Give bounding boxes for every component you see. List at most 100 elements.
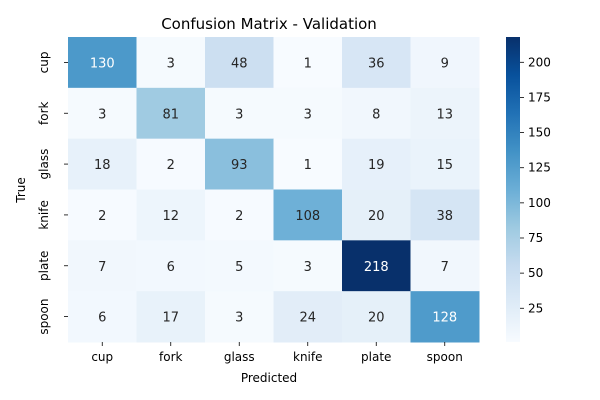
heatmap-cell: [342, 138, 411, 190]
heatmap-cell: [136, 138, 206, 190]
cell-value-label: 12: [162, 209, 179, 224]
heatmap-cell: [410, 291, 480, 343]
cell-value-label: 36: [368, 56, 385, 71]
colorbar-tick-label: 175: [528, 90, 551, 104]
heatmap-cell: [68, 138, 137, 190]
heatmap-cell: [273, 87, 343, 140]
x-axis-label: Predicted: [241, 371, 297, 385]
heatmap-cell: [410, 138, 480, 190]
x-tick-labels: cup fork glass knife plate spoon: [91, 342, 463, 364]
heatmap-cell: [68, 87, 137, 140]
cell-value-label: 6: [167, 260, 175, 275]
cell-value-label: 128: [432, 311, 457, 326]
heatmap-cell: [136, 240, 206, 292]
cell-value-label: 38: [436, 209, 453, 224]
y-tick-label: glass: [37, 149, 51, 180]
heatmap-cell: [136, 291, 206, 343]
heatmap-cell: [273, 189, 343, 241]
heatmap-cell: [68, 37, 137, 89]
x-tick-label: glass: [224, 350, 255, 364]
colorbar-tick-label: 50: [528, 266, 543, 280]
cell-value-label: 5: [235, 260, 243, 275]
heatmap-cell: [342, 189, 411, 241]
heatmap-cell: [273, 291, 343, 343]
x-tick-label: plate: [361, 350, 391, 364]
heatmap-cell: [68, 240, 137, 292]
cell-value-label: 3: [167, 56, 175, 71]
heatmap-cell: [273, 37, 343, 89]
heatmap-cell: [136, 37, 206, 89]
cell-value-label: 13: [436, 107, 453, 122]
heatmap-cell: [205, 138, 274, 190]
heatmap-cell: [410, 240, 480, 292]
heatmap-cell: [342, 37, 411, 89]
cell-value-label: 17: [162, 311, 179, 326]
y-tick-label: plate: [37, 251, 51, 281]
cell-value-label: 8: [372, 107, 380, 122]
cell-value-label: 130: [90, 56, 115, 71]
y-tick-label: knife: [37, 200, 51, 230]
cell-value-label: 3: [235, 107, 243, 122]
cell-value-label: 3: [304, 107, 312, 122]
heatmap-cell: [68, 189, 137, 241]
colorbar-ticks: 25 50 75 100 125 150 175 200: [520, 55, 551, 315]
cell-value-label: 81: [162, 107, 179, 122]
y-tick-label: spoon: [37, 298, 51, 334]
cell-value-label: 18: [94, 158, 111, 173]
heatmap-cell: [342, 87, 411, 140]
colorbar-tick-label: 75: [528, 231, 543, 245]
cell-value-label: 3: [304, 260, 312, 275]
x-tick-label: knife: [293, 350, 323, 364]
colorbar: [506, 37, 520, 342]
y-tick-labels: cup fork glass knife plate spoon: [37, 52, 68, 335]
colorbar-tick-label: 125: [528, 161, 551, 175]
y-axis-label: True: [14, 177, 28, 204]
heatmap-cell: [410, 37, 480, 89]
y-tick-label: fork: [37, 101, 51, 125]
chart-title: Confusion Matrix - Validation: [161, 15, 377, 33]
cell-value-label: 48: [231, 56, 248, 71]
heatmap-cell: [205, 189, 274, 241]
x-tick-label: cup: [91, 350, 113, 364]
heatmap-cell: [205, 291, 274, 343]
colorbar-tick-label: 25: [528, 301, 543, 315]
heatmap-cell: [205, 87, 274, 140]
cell-value-label: 3: [235, 311, 243, 326]
cell-value-label: 1: [304, 158, 312, 173]
y-tick-label: cup: [37, 52, 51, 74]
x-tick-label: spoon: [427, 350, 463, 364]
colorbar-tick-label: 150: [528, 126, 551, 140]
cell-value-label: 7: [441, 260, 449, 275]
cell-value-label: 7: [98, 260, 106, 275]
heatmap-cell: [205, 240, 274, 292]
heatmap-cell: [273, 138, 343, 190]
heatmap-cell: [136, 189, 206, 241]
cell-value-label: 6: [98, 311, 106, 326]
cell-value-label: 19: [368, 158, 385, 173]
cell-value-label: 2: [235, 209, 243, 224]
heatmap-cell: [410, 189, 480, 241]
heatmap-cell: [342, 240, 411, 292]
cell-value-label: 20: [368, 311, 385, 326]
cell-value-label: 2: [98, 209, 106, 224]
cell-value-label: 93: [231, 158, 248, 173]
cell-value-label: 3: [98, 107, 106, 122]
heatmap-cell: [136, 87, 206, 140]
cell-value-label: 20: [368, 209, 385, 224]
cell-value-label: 9: [441, 56, 449, 71]
colorbar-tick-label: 200: [528, 55, 551, 69]
cell-value-label: 1: [304, 56, 312, 71]
cell-value-label: 218: [364, 260, 389, 275]
x-tick-label: fork: [159, 350, 183, 364]
cell-value-label: 108: [295, 209, 320, 224]
cell-value-label: 24: [299, 311, 316, 326]
heatmap-cell: [410, 87, 480, 140]
cell-value-label: 2: [167, 158, 175, 173]
heatmap-cell: [342, 291, 411, 343]
heatmap-cell: [68, 291, 137, 343]
heatmap-cell: [205, 37, 274, 89]
cell-value-label: 15: [436, 158, 453, 173]
heatmap-cell: [273, 240, 343, 292]
